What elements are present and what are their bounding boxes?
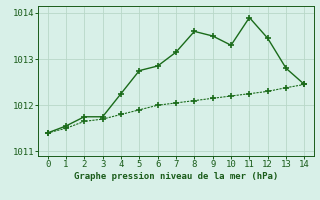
X-axis label: Graphe pression niveau de la mer (hPa): Graphe pression niveau de la mer (hPa) [74,172,278,181]
